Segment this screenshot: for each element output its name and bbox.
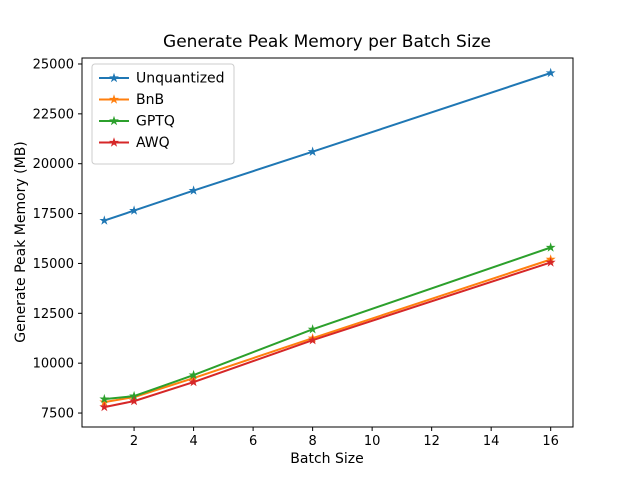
- series-marker-gptq: [188, 369, 199, 380]
- legend-star-icon: [109, 72, 119, 83]
- x-tick-label: 2: [130, 434, 138, 449]
- legend-label: Unquantized: [136, 71, 225, 87]
- x-tick-label: 12: [423, 434, 440, 449]
- y-tick-label: 10000: [33, 357, 74, 372]
- series-marker-unquantized: [545, 67, 556, 78]
- series-marker-awq: [99, 401, 110, 412]
- series-marker-unquantized: [99, 215, 110, 225]
- y-tick-label: 15000: [33, 257, 74, 272]
- y-axis-label: Generate Peak Memory (MB): [13, 141, 29, 343]
- legend-item-gptq: GPTQ: [99, 114, 175, 130]
- legend-label: BnB: [136, 92, 164, 108]
- legend-item-bnb: BnB: [99, 92, 164, 108]
- y-tick-label: 7500: [41, 407, 74, 422]
- y-tick-label: 12500: [33, 307, 74, 322]
- series-marker-bnb: [99, 396, 110, 407]
- series-marker-gptq: [129, 390, 139, 401]
- y-tick-label: 20000: [33, 157, 74, 172]
- series-line-gptq: [103, 246, 552, 401]
- series-line-bnb: [103, 258, 552, 404]
- plot-area: 7500 10000 12500 15000 17500 20000 22500 25000 2…: [33, 57, 574, 449]
- legend-star-icon: [109, 94, 119, 104]
- legend: Unquantized BnB GPTQ AWQ: [91, 63, 235, 165]
- series-marker-gptq: [545, 242, 556, 252]
- y-tick-label: 17500: [33, 207, 74, 222]
- x-tick-label: 8: [308, 434, 316, 449]
- series-marker-awq: [307, 335, 318, 345]
- x-tick-label: 6: [249, 434, 257, 449]
- series-marker-unquantized: [188, 185, 199, 195]
- legend-label: AWQ: [136, 135, 170, 151]
- y-tick-label: 25000: [33, 57, 74, 72]
- series-marker-gptq: [99, 393, 110, 404]
- y-tick-label: 22500: [33, 107, 74, 122]
- legend-star-icon: [109, 115, 119, 126]
- x-tick-label: 4: [189, 434, 197, 449]
- series-marker-awq: [545, 257, 556, 267]
- axes-spines: [81, 57, 574, 428]
- legend-label: GPTQ: [136, 114, 175, 130]
- chart-title: Generate Peak Memory per Batch Size: [163, 32, 491, 52]
- series-marker-gptq: [307, 324, 318, 334]
- legend-star-icon: [109, 137, 119, 147]
- x-tick-label: 16: [542, 434, 559, 449]
- series-marker-awq: [129, 395, 139, 406]
- series-marker-awq: [188, 376, 199, 387]
- legend-item-unquantized: Unquantized: [99, 71, 225, 87]
- series-marker-unquantized: [129, 205, 139, 215]
- x-tick-label: 14: [483, 434, 500, 449]
- x-tick-label: 10: [364, 434, 381, 449]
- legend-item-awq: AWQ: [99, 135, 170, 151]
- x-axis-label: Batch Size: [290, 451, 363, 467]
- legend-box: [91, 63, 235, 165]
- series-marker-unquantized: [307, 146, 318, 156]
